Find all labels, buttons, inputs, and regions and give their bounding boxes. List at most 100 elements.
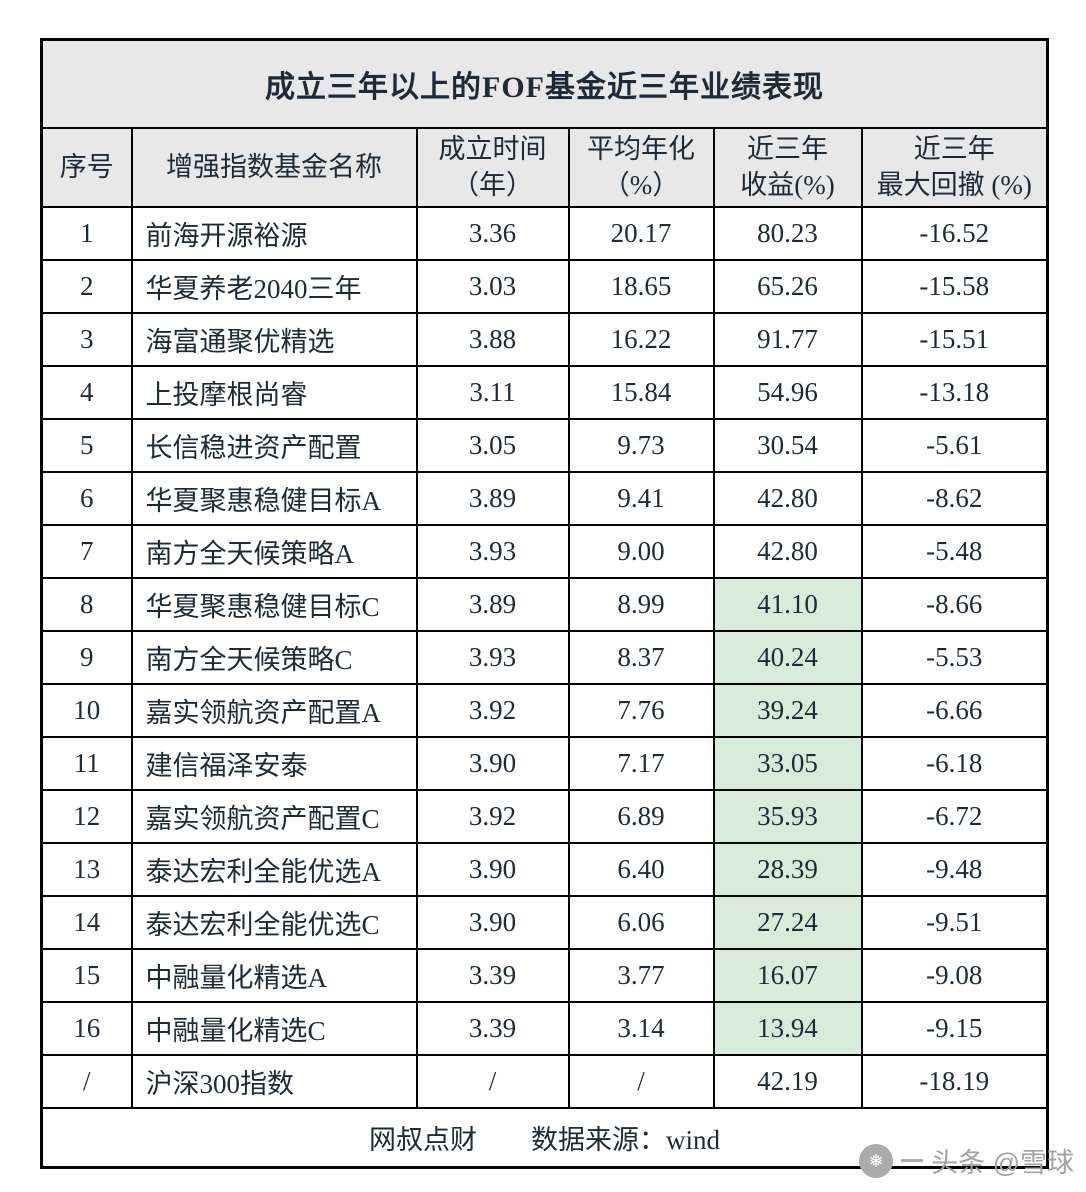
cell-max-drawdown: -8.62 — [860, 471, 1049, 526]
cell-index: 6 — [40, 471, 133, 526]
col-header-inception-line2: （年） — [452, 169, 533, 200]
cell-inception-years: 3.90 — [415, 895, 570, 950]
cell-inception-years: 3.89 — [415, 577, 570, 632]
cell-return-3y: 27.24 — [712, 895, 863, 950]
cell-annualized-return: 15.84 — [567, 365, 715, 420]
col-header-inception-line1: 成立时间 — [438, 134, 547, 165]
cell-max-drawdown: -5.48 — [860, 524, 1049, 579]
title-row: 成立三年以上的FOF基金近三年业绩表现 — [40, 38, 1049, 129]
table-row: 2 华夏养老2040三年 3.03 18.65 65.26 -15.58 — [40, 259, 1049, 314]
cell-index: 16 — [40, 1001, 133, 1056]
cell-return-3y: 42.19 — [712, 1054, 863, 1109]
cell-inception-years: 3.39 — [415, 1001, 570, 1056]
cell-max-drawdown: -5.53 — [860, 630, 1049, 685]
cell-fund-name: 长信稳进资产配置 — [130, 418, 418, 473]
cell-index: 15 — [40, 948, 133, 1003]
col-header-fund-name-line1: 增强指数基金名称 — [166, 151, 382, 182]
cell-annualized-return: 6.06 — [567, 895, 715, 950]
watermark-dash — [901, 1159, 924, 1162]
table-row: 8 华夏聚惠稳健目标C 3.89 8.99 41.10 -8.66 — [40, 577, 1049, 632]
col-header-inception-years: 成立时间 （年） — [415, 127, 570, 208]
cell-fund-name: 前海开源裕源 — [130, 206, 418, 261]
col-header-annualized: 平均年化 （%） — [567, 127, 715, 208]
cell-max-drawdown: -6.18 — [860, 736, 1049, 791]
cell-inception-years: 3.90 — [415, 736, 570, 791]
cell-max-drawdown: -5.61 — [860, 418, 1049, 473]
cell-inception-years: 3.92 — [415, 683, 570, 738]
cell-index: 2 — [40, 259, 133, 314]
cell-annualized-return: 7.76 — [567, 683, 715, 738]
cell-fund-name: 嘉实领航资产配置C — [130, 789, 418, 844]
table-row: 9 南方全天候策略C 3.93 8.37 40.24 -5.53 — [40, 630, 1049, 685]
cell-return-3y: 42.80 — [712, 471, 863, 526]
table-row: 12 嘉实领航资产配置C 3.92 6.89 35.93 -6.72 — [40, 789, 1049, 844]
cell-max-drawdown: -16.52 — [860, 206, 1049, 261]
cell-return-3y: 80.23 — [712, 206, 863, 261]
cell-inception-years: 3.90 — [415, 842, 570, 897]
table-row: 11 建信福泽安泰 3.90 7.17 33.05 -6.18 — [40, 736, 1049, 791]
cell-return-3y: 33.05 — [712, 736, 863, 791]
table-row: 16 中融量化精选C 3.39 3.14 13.94 -9.15 — [40, 1001, 1049, 1056]
cell-return-3y: 42.80 — [712, 524, 863, 579]
cell-return-3y: 39.24 — [712, 683, 863, 738]
col-header-drawdown-line2: 最大回撤 (%) — [876, 169, 1032, 200]
cell-index: / — [40, 1054, 133, 1109]
cell-max-drawdown: -9.08 — [860, 948, 1049, 1003]
cell-return-3y: 35.93 — [712, 789, 863, 844]
cell-max-drawdown: -8.66 — [860, 577, 1049, 632]
cell-annualized-return: 6.40 — [567, 842, 715, 897]
cell-index: 11 — [40, 736, 133, 791]
cell-max-drawdown: -9.48 — [860, 842, 1049, 897]
cell-fund-name: 沪深300指数 — [130, 1054, 418, 1109]
table-row: 1 前海开源裕源 3.36 20.17 80.23 -16.52 — [40, 206, 1049, 261]
cell-inception-years: 3.03 — [415, 259, 570, 314]
col-header-return-line1: 近三年 — [747, 134, 828, 165]
cell-max-drawdown: -15.51 — [860, 312, 1049, 367]
cell-return-3y: 54.96 — [712, 365, 863, 420]
cell-annualized-return: 6.89 — [567, 789, 715, 844]
cell-fund-name: 建信福泽安泰 — [130, 736, 418, 791]
table-title: 成立三年以上的FOF基金近三年业绩表现 — [40, 38, 1049, 129]
col-header-max-drawdown: 近三年 最大回撤 (%) — [860, 127, 1049, 208]
cell-index: 9 — [40, 630, 133, 685]
cell-fund-name: 南方全天候策略A — [130, 524, 418, 579]
cell-fund-name: 嘉实领航资产配置A — [130, 683, 418, 738]
cell-annualized-return: 18.65 — [567, 259, 715, 314]
table-row: 7 南方全天候策略A 3.93 9.00 42.80 -5.48 — [40, 524, 1049, 579]
cell-return-3y: 41.10 — [712, 577, 863, 632]
cell-fund-name: 华夏聚惠稳健目标A — [130, 471, 418, 526]
cell-index: 12 — [40, 789, 133, 844]
cell-inception-years: / — [415, 1054, 570, 1109]
cell-fund-name: 华夏养老2040三年 — [130, 259, 418, 314]
cell-inception-years: 3.92 — [415, 789, 570, 844]
cell-annualized-return: 3.14 — [567, 1001, 715, 1056]
table-row: 4 上投摩根尚睿 3.11 15.84 54.96 -13.18 — [40, 365, 1049, 420]
cell-return-3y: 40.24 — [712, 630, 863, 685]
cell-annualized-return: 20.17 — [567, 206, 715, 261]
col-header-annualized-line1: 平均年化 — [587, 134, 695, 165]
table-row: 15 中融量化精选A 3.39 3.77 16.07 -9.08 — [40, 948, 1049, 1003]
cell-fund-name: 南方全天候策略C — [130, 630, 418, 685]
cell-inception-years: 3.05 — [415, 418, 570, 473]
table-row: 13 泰达宏利全能优选A 3.90 6.40 28.39 -9.48 — [40, 842, 1049, 897]
cell-annualized-return: 8.37 — [567, 630, 715, 685]
cell-annualized-return: 8.99 — [567, 577, 715, 632]
col-header-return-3y: 近三年 收益(%) — [712, 127, 863, 208]
cell-max-drawdown: -15.58 — [860, 259, 1049, 314]
cell-annualized-return: / — [567, 1054, 715, 1109]
cell-return-3y: 91.77 — [712, 312, 863, 367]
cell-max-drawdown: -9.51 — [860, 895, 1049, 950]
cell-annualized-return: 9.00 — [567, 524, 715, 579]
col-header-annualized-line2: （%） — [602, 169, 680, 200]
col-header-fund-name: 增强指数基金名称 — [130, 127, 418, 208]
cell-index: 14 — [40, 895, 133, 950]
cell-inception-years: 3.93 — [415, 524, 570, 579]
cell-fund-name: 华夏聚惠稳健目标C — [130, 577, 418, 632]
xueqiu-logo-icon: ❅ — [859, 1143, 894, 1178]
cell-fund-name: 中融量化精选C — [130, 1001, 418, 1056]
cell-annualized-return: 9.73 — [567, 418, 715, 473]
cell-index: 7 — [40, 524, 133, 579]
cell-max-drawdown: -6.66 — [860, 683, 1049, 738]
cell-fund-name: 海富通聚优精选 — [130, 312, 418, 367]
table-row: 6 华夏聚惠稳健目标A 3.89 9.41 42.80 -8.62 — [40, 471, 1049, 526]
